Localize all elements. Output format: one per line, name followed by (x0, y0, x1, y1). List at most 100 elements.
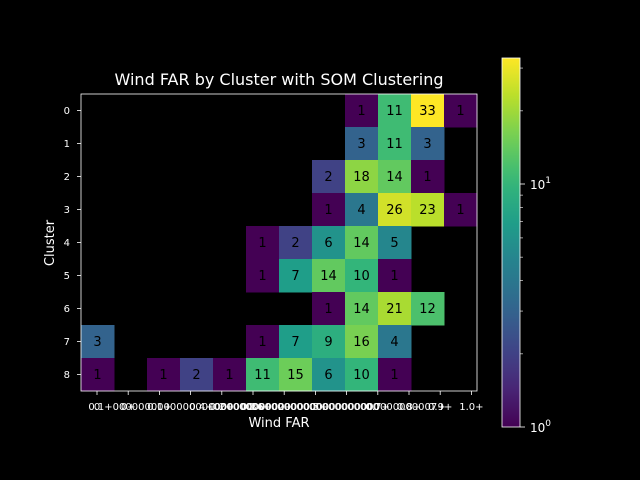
cell-value-label: 1 (456, 104, 464, 119)
cell-value-label: 33 (419, 104, 436, 119)
cell-value-label: 15 (287, 368, 304, 383)
heatmap-cell (312, 193, 346, 227)
y-tick-label: 7 (64, 337, 70, 348)
cell-value-label: 6 (324, 236, 332, 251)
cell-value-label: 9 (324, 335, 332, 350)
cell-value-label: 1 (159, 368, 167, 383)
cell-value-label: 1 (357, 104, 365, 119)
heatmap-cell (180, 358, 214, 392)
heatmap-cell (378, 259, 412, 293)
x-tick-label: 0 (94, 402, 100, 413)
heatmap-cell (411, 127, 445, 161)
y-tick-label: 8 (64, 370, 70, 381)
cell-value-label: 1 (390, 269, 398, 284)
heatmap-cell (411, 94, 445, 128)
heatmap-cell (444, 94, 478, 128)
heatmap-cell (81, 358, 115, 392)
y-axis-label: Cluster (43, 219, 58, 266)
y-tick-label: 4 (64, 238, 70, 249)
x-tick-label: 0.2+ (210, 402, 234, 413)
heatmap-cell (411, 193, 445, 227)
heatmap-cell (312, 292, 346, 326)
y-tick-label: 3 (64, 205, 70, 216)
cell-value-label: 23 (419, 203, 436, 218)
heatmap-cells (81, 94, 478, 392)
cell-value-label: 14 (320, 269, 337, 284)
colorbar-ticks: 100 101 (520, 67, 551, 435)
cell-value-label: 7 (291, 335, 299, 350)
x-tick-label: 0.1+000000000000000000000000002+ (88, 402, 292, 413)
colorbar-tick-label: 100 (530, 419, 551, 435)
heatmap-cell (279, 358, 313, 392)
y-tick-label: 5 (64, 271, 70, 282)
x-tick-label: 0.8+ (397, 402, 421, 413)
heatmap-cell (345, 193, 379, 227)
heatmap-cell (312, 160, 346, 194)
heatmap-cell (312, 358, 346, 392)
cell-value-label: 6 (324, 368, 332, 383)
cell-value-label: 14 (386, 170, 403, 185)
heatmap-cell (444, 193, 478, 227)
y-tick-label: 6 (64, 304, 70, 315)
cell-value-label: 11 (254, 368, 271, 383)
x-axis-label: Wind FAR (248, 416, 309, 431)
cell-value-label: 1 (456, 203, 464, 218)
heatmap-cell (411, 160, 445, 194)
colorbar-tick-label: 101 (530, 176, 551, 192)
heatmap-cell (246, 259, 280, 293)
x-tick-label: 0.7+ (366, 402, 390, 413)
cell-value-label: 11 (386, 104, 403, 119)
heatmap-cell (378, 94, 412, 128)
cell-value-label: 16 (353, 335, 370, 350)
cell-value-label: 26 (386, 203, 403, 218)
heatmap-cell (345, 259, 379, 293)
y-tick-label: 1 (64, 139, 70, 150)
cell-value-label: 11 (386, 137, 403, 152)
y-tick-label: 0 (64, 106, 70, 117)
x-tick-label: 0.5+ (303, 402, 327, 413)
cell-value-label: 10 (353, 368, 370, 383)
cell-value-label: 1 (324, 203, 332, 218)
cell-value-label: 1 (225, 368, 233, 383)
heatmap-cell (312, 325, 346, 359)
heatmap-cell (378, 160, 412, 194)
cell-value-label: 3 (423, 137, 431, 152)
heatmap-cell (378, 358, 412, 392)
heatmap-cell (147, 358, 181, 392)
heatmap-cell (279, 259, 313, 293)
heatmap-cell (378, 127, 412, 161)
heatmap-cell (345, 160, 379, 194)
x-tick-label: 1.0+ (459, 402, 483, 413)
heatmap-cell (246, 226, 280, 260)
cell-value-label: 1 (93, 368, 101, 383)
heatmap-cell (81, 325, 115, 359)
cell-value-label: 3 (357, 137, 365, 152)
cell-value-label: 4 (357, 203, 365, 218)
heatmap-cell (378, 292, 412, 326)
cell-value-label: 5 (390, 236, 398, 251)
x-tick-label: 0.4+00000000000000000000000000 (189, 402, 379, 413)
x-axis-ticks: 0 0+ 0.1+0.1+000000000000000000000000002+0… (88, 391, 484, 413)
cell-value-label: 10 (353, 269, 370, 284)
heatmap-cell (246, 325, 280, 359)
cell-value-label: 3 (93, 335, 101, 350)
heatmap-cell (378, 193, 412, 227)
cell-value-label: 21 (386, 302, 403, 317)
heatmap-cell (246, 358, 280, 392)
heatmap-cell (345, 94, 379, 128)
heatmap-cell (345, 226, 379, 260)
cell-value-label: 4 (390, 335, 398, 350)
cell-value-label: 1 (324, 302, 332, 317)
heatmap-cell (345, 358, 379, 392)
cell-value-label: 18 (353, 170, 370, 185)
cell-value-label: 2 (324, 170, 332, 185)
x-tick-label: 0.9+ (428, 402, 452, 413)
cell-value-label: 1 (258, 236, 266, 251)
cell-value-label: 2 (291, 236, 299, 251)
cell-value-label: 7 (291, 269, 299, 284)
cell-value-label: 1 (258, 335, 266, 350)
cell-value-label: 1 (423, 170, 431, 185)
cell-value-label: 14 (353, 236, 370, 251)
cell-value-label: 2 (192, 368, 200, 383)
heatmap-cell (312, 226, 346, 260)
